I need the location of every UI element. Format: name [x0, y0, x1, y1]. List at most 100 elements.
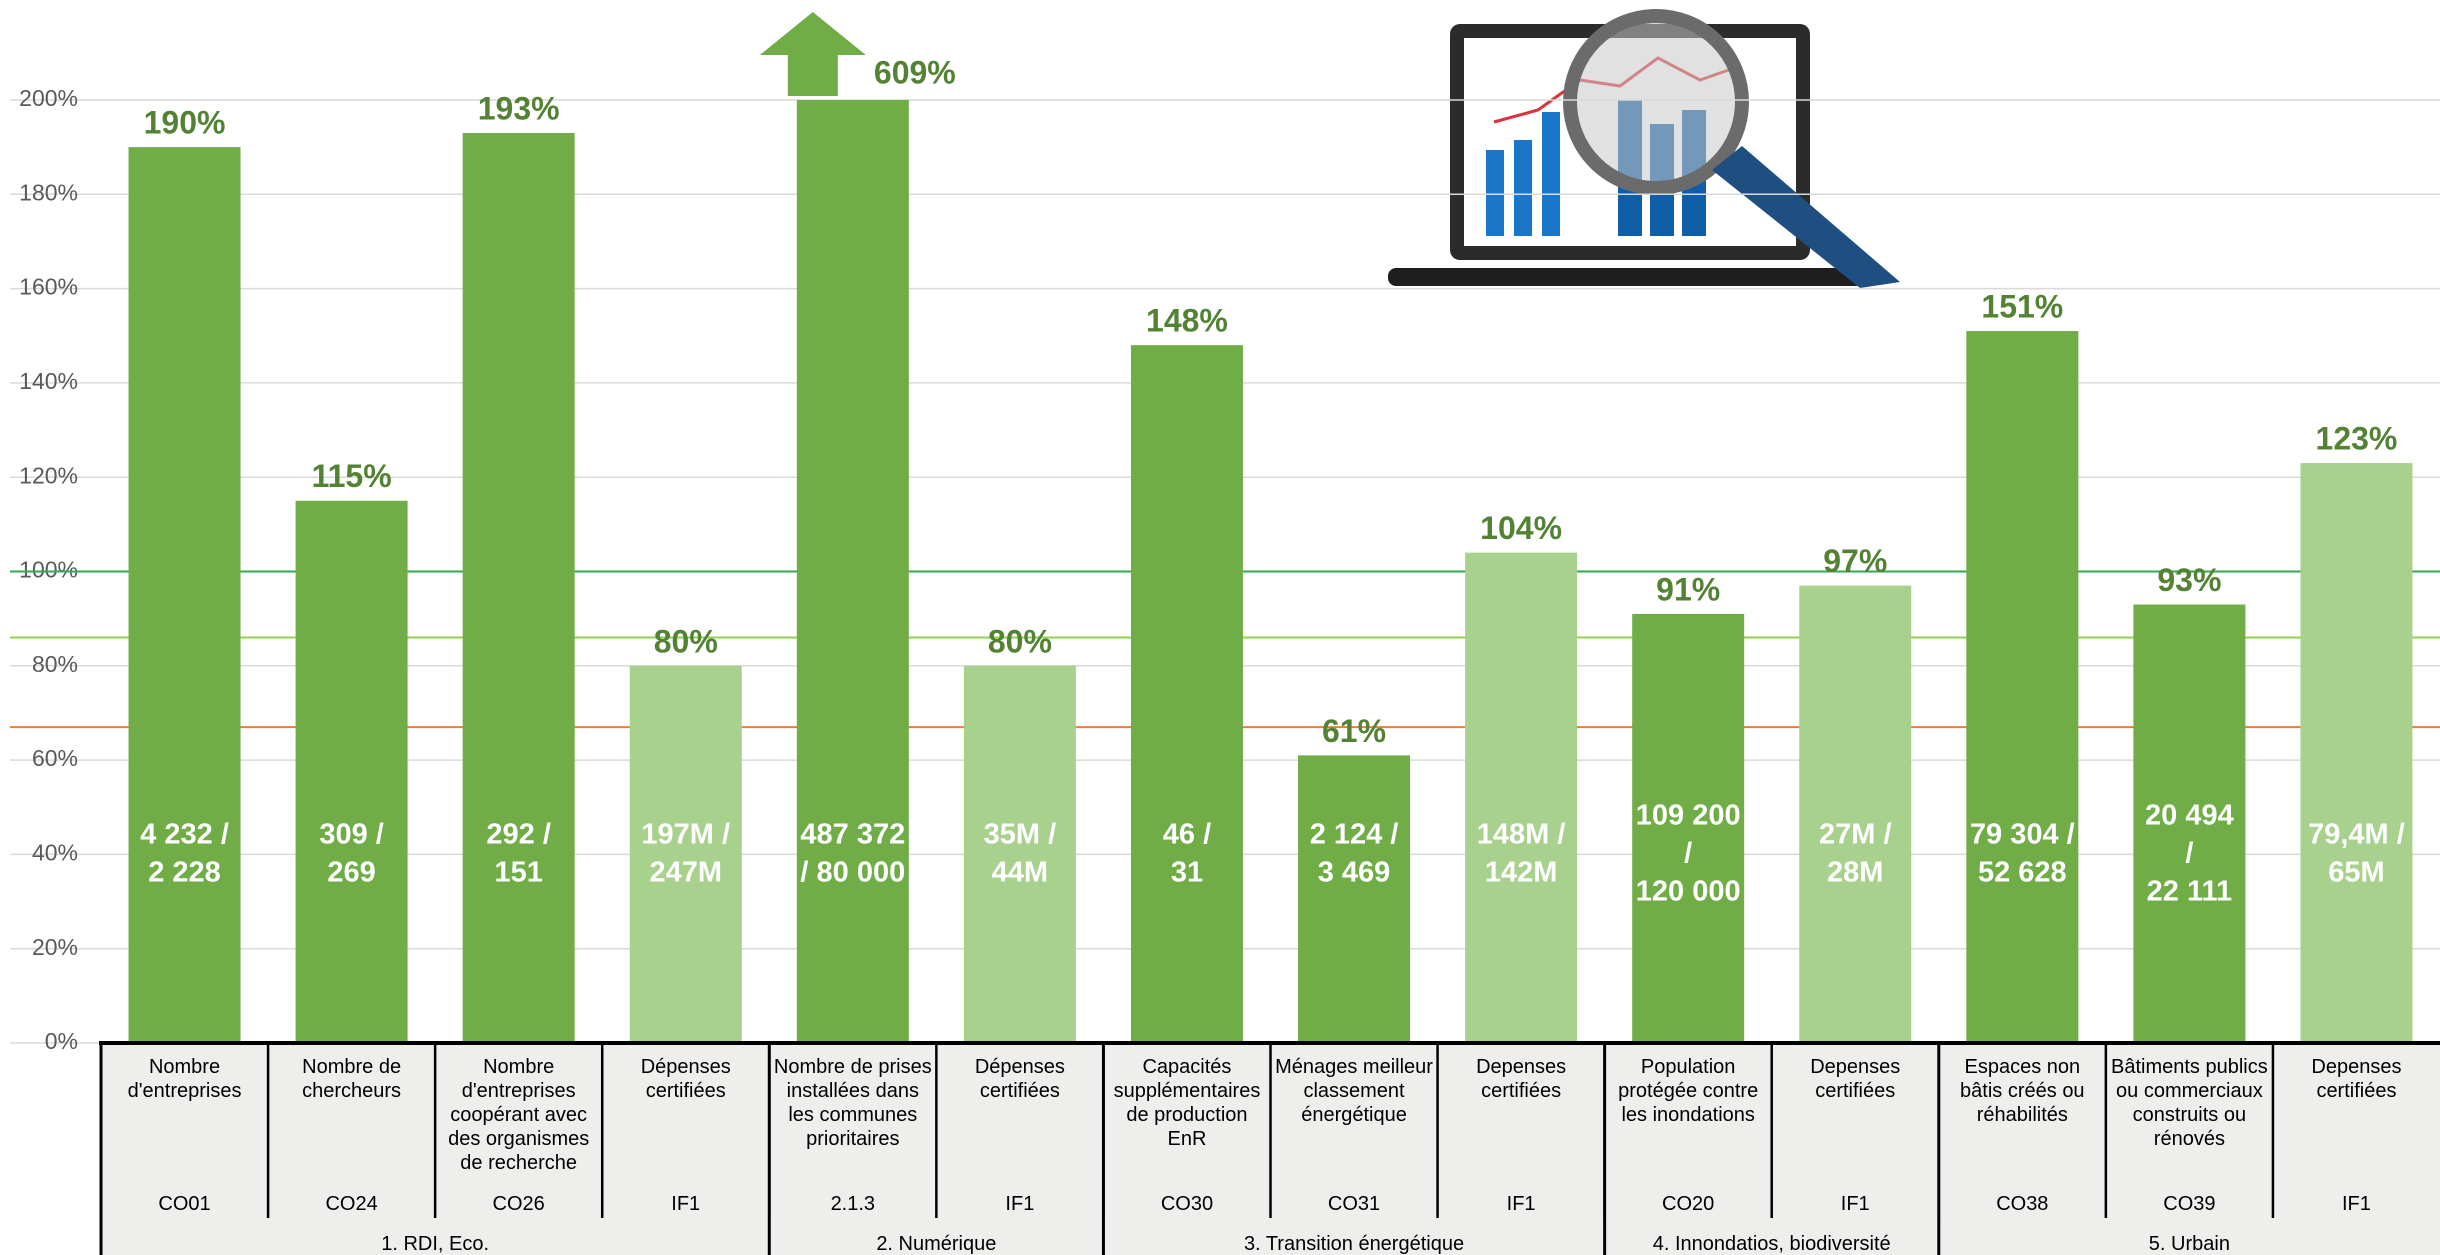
code-label: IF1	[1840, 1193, 1870, 1215]
code-label: 2.1.3	[830, 1193, 876, 1215]
bar-inner-label: 292 /	[486, 819, 551, 851]
bar-inner-label: 79,4M /	[2308, 819, 2405, 851]
bar-inner-label: /	[2185, 838, 2193, 870]
bar-inner-label: 148M /	[1477, 819, 1566, 851]
category-label: Dépenses certifiées	[640, 1056, 731, 1102]
value-label: 148%	[1146, 303, 1228, 339]
value-label: 190%	[144, 105, 226, 141]
code-label: IF1	[1005, 1193, 1035, 1215]
y-tick-label: 160%	[19, 274, 78, 300]
bar-inner-label: 52 628	[1978, 857, 2067, 889]
bar-inner-label: 487 372	[800, 819, 905, 851]
bar	[2300, 463, 2413, 1043]
bar	[963, 665, 1076, 1043]
bar-inner-label: 2 228	[148, 857, 221, 889]
group-label: 5. Urbain	[2148, 1233, 2230, 1255]
bar-inner-label: 31	[1171, 857, 1203, 889]
bar	[1966, 331, 2079, 1043]
category-label: Nombre d'entreprises coopérant avec des …	[448, 1056, 590, 1174]
bar-inner-label: /	[1684, 838, 1692, 870]
category-label: Population protégée contre les inondatio…	[1618, 1056, 1759, 1126]
value-label: 609%	[874, 54, 956, 90]
value-label: 104%	[1480, 510, 1562, 546]
code-label: IF1	[671, 1193, 701, 1215]
bar-inner-label: 269	[327, 857, 375, 889]
bar-inner-label: 27M /	[1819, 819, 1892, 851]
bar-inner-label: / 80 000	[800, 857, 905, 889]
category-label: Dépenses certifiées	[974, 1056, 1065, 1102]
code-label: CO01	[158, 1193, 211, 1215]
bar	[128, 147, 241, 1043]
category-label: Nombre de prises installées dans les com…	[773, 1056, 932, 1150]
bar	[1799, 585, 1912, 1043]
code-label: IF1	[2342, 1193, 2371, 1215]
bar-inner-label: 79 304 /	[1970, 819, 2075, 851]
code-label: CO20	[1662, 1193, 1715, 1215]
category-label: Depenses certifiées	[1810, 1056, 1901, 1102]
bar-inner-label: 109 200	[1636, 800, 1741, 832]
group-label: 1. RDI, Eco.	[381, 1233, 490, 1255]
category-label: Bâtiments publics ou commerciaux constru…	[2111, 1056, 2268, 1150]
bar-inner-label: 151	[494, 857, 542, 889]
y-tick-label: 0%	[45, 1028, 78, 1054]
category-label: Depenses certifiées	[2311, 1056, 2402, 1102]
category-label: Ménages meilleur classement énergétique	[1275, 1056, 1433, 1126]
code-label: CO24	[325, 1193, 378, 1215]
y-tick-label: 140%	[19, 368, 78, 394]
code-label: CO31	[1327, 1193, 1381, 1215]
value-label: 123%	[2316, 421, 2398, 457]
code-label: IF1	[1506, 1193, 1536, 1215]
bar	[1465, 552, 1578, 1043]
bar	[1298, 755, 1411, 1043]
bar-inner-label: 120 000	[1636, 876, 1741, 908]
bar	[796, 100, 909, 1043]
category-label: Nombre d'entreprises	[127, 1056, 242, 1102]
code-label: CO39	[2163, 1193, 2216, 1215]
y-tick-label: 100%	[19, 557, 78, 583]
bar-inner-label: 3 469	[1318, 857, 1391, 889]
value-label: 193%	[478, 90, 560, 126]
bar-inner-label: 28M	[1827, 857, 1883, 889]
group-label: 3. Transition énergétique	[1243, 1233, 1465, 1255]
code-label: CO30	[1160, 1193, 1214, 1215]
bar-inner-label: 46 /	[1163, 819, 1211, 851]
bar	[462, 133, 575, 1043]
bar	[2133, 604, 2246, 1043]
value-label: 97%	[1823, 543, 1887, 579]
value-label: 80%	[654, 623, 718, 659]
bar-inner-label: 44M	[992, 857, 1048, 889]
overflow-arrow	[759, 12, 866, 96]
group-label: 2. Numérique	[876, 1233, 997, 1255]
bar	[1632, 613, 1745, 1043]
y-tick-label: 180%	[19, 179, 78, 205]
group-label: 4. Innondatios, biodiversité	[1652, 1233, 1891, 1255]
bar-inner-label: 20 494	[2145, 800, 2234, 832]
value-label: 151%	[1981, 288, 2063, 324]
bar-inner-label: 197M /	[641, 819, 730, 851]
category-label: Capacités supplémentaires de production …	[1113, 1056, 1261, 1150]
category-label: Depenses certifiées	[1476, 1056, 1567, 1102]
value-label: 80%	[988, 623, 1052, 659]
y-tick-label: 200%	[19, 85, 78, 111]
y-tick-label: 40%	[32, 839, 78, 865]
bar-inner-label: 4 232 /	[140, 819, 229, 851]
y-tick-label: 20%	[32, 934, 78, 960]
code-label: CO38	[1996, 1193, 2049, 1215]
category-label: Espaces non bâtis créés ou réhabilités	[1960, 1056, 2085, 1126]
bar	[629, 665, 742, 1043]
bar	[295, 500, 408, 1043]
category-label: Nombre de chercheurs	[302, 1056, 402, 1102]
bar-inner-label: 22 111	[2147, 876, 2233, 908]
bar-inner-label: 2 124 /	[1310, 819, 1399, 851]
value-label: 61%	[1322, 713, 1386, 749]
bar-inner-label: 309 /	[319, 819, 384, 851]
value-label: 93%	[2157, 562, 2221, 598]
laptop-illustration	[1388, 9, 1900, 288]
bar-inner-label: 35M /	[984, 819, 1057, 851]
y-tick-label: 80%	[32, 651, 78, 677]
bar	[1130, 345, 1243, 1043]
value-label: 91%	[1656, 571, 1720, 607]
y-tick-label: 60%	[32, 745, 78, 771]
